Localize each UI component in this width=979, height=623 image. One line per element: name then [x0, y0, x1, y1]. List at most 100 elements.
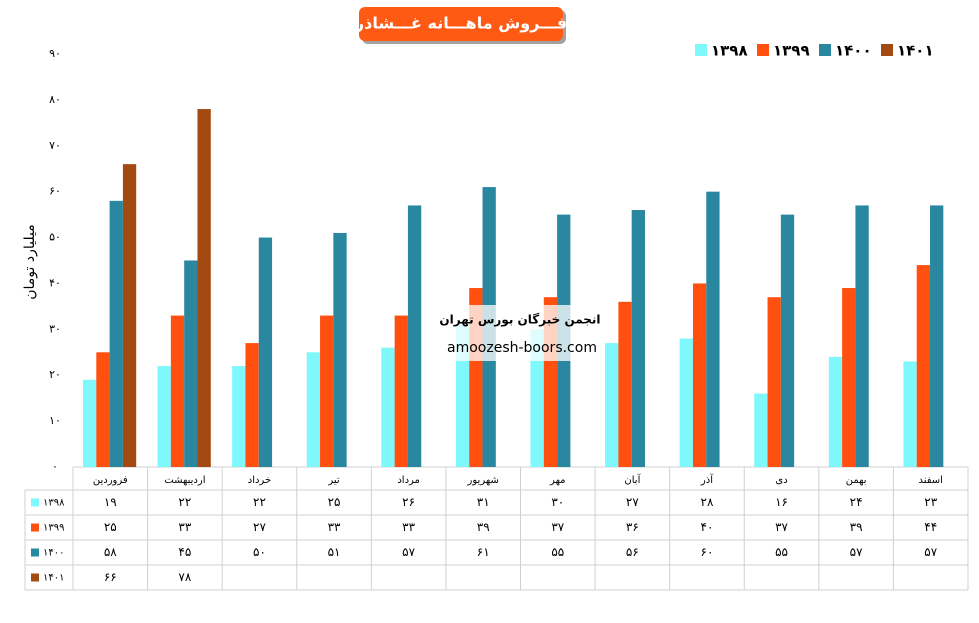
y-tick-label: ۵۰ [49, 231, 61, 244]
bar [618, 301, 632, 467]
legend-label: ۱۳۹۹ [773, 42, 810, 60]
table-value: ۲۵ [328, 495, 341, 509]
bar [407, 205, 422, 467]
table-value: ۳۳ [402, 520, 415, 534]
table-value: ۳۶ [626, 520, 639, 534]
x-tick-label: اردیبهشت [164, 475, 205, 486]
y-tick-label: ۳۰ [49, 322, 61, 335]
table-row-label: ۱۴۰۱ [43, 573, 64, 584]
table-value: ۲۷ [253, 520, 266, 534]
bar [767, 297, 781, 467]
y-tick-label: ۰ [52, 460, 58, 473]
table-value: ۴۵ [178, 545, 191, 559]
table-value: ۲۲ [253, 495, 266, 509]
chart-title: فـــروش ماهـــانه غـــشاذر [354, 14, 567, 33]
table-legend-key [31, 523, 39, 532]
x-tick-label: خرداد [248, 475, 271, 486]
table-value: ۳۱ [477, 495, 490, 509]
table-row-label: ۱۳۹۸ [43, 498, 65, 509]
x-tick-label: فروردین [93, 475, 128, 486]
x-tick-label: آبان [624, 473, 641, 486]
table-value: ۵۶ [626, 545, 639, 559]
table-value: ۲۸ [701, 495, 714, 509]
y-tick-label: ۱۰ [49, 414, 61, 427]
bar [258, 237, 273, 467]
table-value: ۵۰ [253, 545, 266, 559]
table-value: ۵۷ [924, 545, 937, 559]
bar [245, 343, 259, 467]
bar [605, 343, 619, 467]
bar [232, 366, 246, 467]
bar [96, 352, 110, 467]
table-value: ۶۰ [701, 545, 714, 559]
legend-label: ۱۴۰۱ [897, 42, 934, 60]
table-value: ۲۶ [402, 495, 415, 509]
table-value: ۲۳ [924, 495, 937, 509]
x-tick-label: اسفند [918, 475, 942, 486]
bar [916, 265, 931, 467]
table-value: ۱۶ [775, 495, 788, 509]
bar [381, 347, 395, 467]
table-value: ۳۳ [328, 520, 341, 534]
y-tick-label: ۲۰ [49, 368, 61, 381]
table-value: ۶۱ [477, 545, 490, 559]
x-tick-label: مهر [549, 475, 565, 486]
bar [197, 109, 211, 468]
table-value: ۳۳ [178, 520, 191, 534]
legend-label: ۱۳۹۸ [711, 42, 748, 60]
bar [320, 315, 334, 467]
bar [122, 164, 137, 467]
bar [157, 366, 171, 467]
table-legend-key [31, 548, 39, 557]
bar [903, 361, 917, 467]
x-tick-label: بهمن [846, 475, 867, 486]
bar [83, 379, 97, 467]
table-value: ۲۷ [626, 495, 639, 509]
table-value: ۵۵ [551, 545, 564, 559]
table-value: ۳۹ [850, 520, 863, 534]
table-value: ۲۵ [104, 520, 117, 534]
x-tick-label: شهریور [467, 475, 499, 486]
legend-label: ۱۴۰۰ [835, 42, 872, 60]
bar [930, 205, 944, 467]
bar [679, 338, 693, 467]
table-value: ۵۵ [775, 545, 788, 559]
bar [394, 315, 408, 467]
table-value: ۳۷ [551, 520, 564, 534]
y-tick-label: ۸۰ [49, 93, 61, 106]
table-row-label: ۱۳۹۹ [43, 523, 64, 534]
table-value: ۳۷ [775, 520, 788, 534]
bar [754, 393, 768, 467]
x-tick-label: دی [775, 475, 787, 486]
bar [184, 260, 198, 467]
bar [530, 329, 544, 467]
bar [828, 356, 843, 467]
bar [631, 210, 645, 467]
table-value: ۴۰ [701, 520, 714, 534]
table-legend-key [31, 498, 39, 507]
legend-swatch [819, 44, 831, 56]
legend-swatch [757, 44, 769, 56]
legend-swatch [695, 44, 707, 56]
table-value: ۵۱ [328, 545, 341, 559]
watermark: انجمن خبرگان بورس تهران [439, 313, 600, 328]
table-value: ۲۲ [178, 495, 191, 509]
table-value: ۶۶ [104, 570, 117, 584]
table-value: ۵۸ [104, 545, 117, 559]
bar [306, 352, 321, 467]
bar [109, 200, 123, 467]
table-value: ۱۹ [104, 495, 117, 509]
y-axis-label: میلیارد تومان [22, 224, 38, 299]
y-tick-label: ۴۰ [49, 276, 61, 289]
table-value: ۵۷ [850, 545, 863, 559]
table-value: ۳۹ [477, 520, 490, 534]
y-tick-label: ۹۰ [49, 47, 61, 60]
bar [333, 232, 347, 467]
watermark-bg [440, 305, 602, 361]
x-tick-label: آذر [700, 473, 714, 486]
x-tick-label: تیر [327, 475, 340, 486]
x-tick-label: مرداد [397, 475, 420, 486]
bar [855, 205, 869, 467]
table-row-label: ۱۴۰۰ [43, 548, 64, 559]
bar [780, 214, 795, 467]
